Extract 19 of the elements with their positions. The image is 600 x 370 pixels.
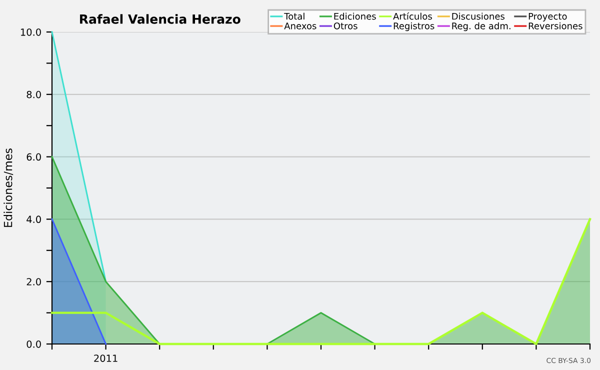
legend-label: Anexos [284,22,316,30]
legend-label: Artículos [393,12,432,20]
y-tick-label: 10.0 [21,28,41,36]
chart-title: Rafael Valencia Herazo [80,14,240,24]
legend-label: Total [284,12,304,20]
y-axis-title: Ediciones/mes [4,148,14,227]
legend-label: Otros [334,22,358,30]
y-tick-label: 0.0 [26,340,41,348]
legend-label: Reg. de adm. [452,22,510,32]
y-tick-label: 8.0 [26,90,41,98]
y-tick-label: 6.0 [26,153,41,161]
legend-label: Ediciones [334,12,376,20]
legend-label: Proyecto [528,12,567,22]
x-tick-label: 2011 [94,354,118,362]
y-tick-label: 2.0 [26,278,41,286]
legend-label: Discusiones [452,12,504,20]
legend-label: Reversiones [528,22,582,30]
legend-label: Registros [394,22,434,32]
y-tick-label: 4.0 [26,216,41,224]
